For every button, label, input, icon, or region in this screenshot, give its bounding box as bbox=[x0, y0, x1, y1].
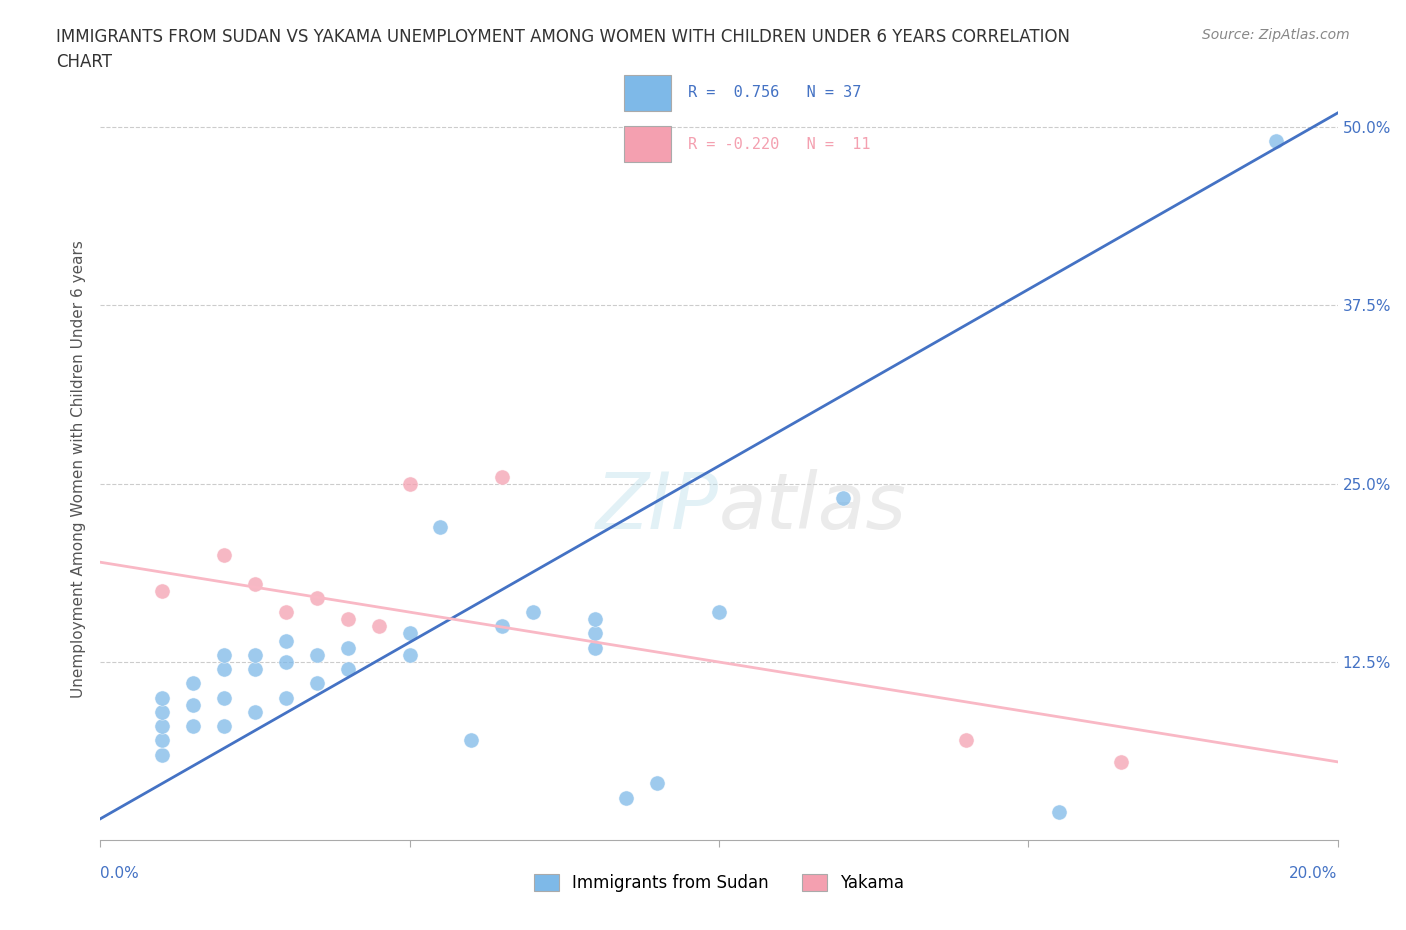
Point bbox=[491, 469, 513, 484]
Text: 0.0%: 0.0% bbox=[100, 866, 139, 882]
Point bbox=[212, 662, 235, 677]
Point bbox=[274, 655, 297, 670]
Point bbox=[243, 662, 266, 677]
Text: IMMIGRANTS FROM SUDAN VS YAKAMA UNEMPLOYMENT AMONG WOMEN WITH CHILDREN UNDER 6 Y: IMMIGRANTS FROM SUDAN VS YAKAMA UNEMPLOY… bbox=[56, 28, 1070, 71]
Y-axis label: Unemployment Among Women with Children Under 6 years: Unemployment Among Women with Children U… bbox=[72, 241, 86, 698]
Point bbox=[150, 719, 173, 734]
Point bbox=[274, 690, 297, 705]
Point bbox=[460, 733, 482, 748]
Point bbox=[243, 647, 266, 662]
Point bbox=[150, 733, 173, 748]
Point bbox=[305, 647, 328, 662]
Point bbox=[181, 719, 204, 734]
Point bbox=[398, 647, 420, 662]
Point bbox=[398, 626, 420, 641]
Point bbox=[491, 619, 513, 634]
Point bbox=[645, 776, 668, 790]
Point bbox=[305, 591, 328, 605]
Legend: Immigrants from Sudan, Yakama: Immigrants from Sudan, Yakama bbox=[527, 867, 911, 898]
FancyBboxPatch shape bbox=[624, 74, 671, 111]
Point bbox=[212, 719, 235, 734]
FancyBboxPatch shape bbox=[624, 126, 671, 163]
Point bbox=[583, 626, 606, 641]
Text: R = -0.220   N =  11: R = -0.220 N = 11 bbox=[688, 137, 870, 152]
Point bbox=[150, 748, 173, 763]
Point bbox=[1047, 804, 1070, 819]
Point bbox=[336, 662, 359, 677]
Point bbox=[181, 698, 204, 712]
Point bbox=[305, 676, 328, 691]
Text: R =  0.756   N = 37: R = 0.756 N = 37 bbox=[688, 86, 860, 100]
Text: ZIP: ZIP bbox=[596, 469, 718, 545]
Point bbox=[212, 548, 235, 563]
Point bbox=[243, 705, 266, 720]
Point bbox=[367, 619, 389, 634]
Text: atlas: atlas bbox=[718, 469, 907, 545]
Point bbox=[429, 519, 451, 534]
Point bbox=[150, 705, 173, 720]
Point bbox=[336, 641, 359, 656]
Point bbox=[583, 612, 606, 627]
Point bbox=[274, 633, 297, 648]
Point bbox=[212, 647, 235, 662]
Point bbox=[955, 733, 977, 748]
Text: Source: ZipAtlas.com: Source: ZipAtlas.com bbox=[1202, 28, 1350, 42]
Point bbox=[707, 604, 730, 619]
Point bbox=[243, 577, 266, 591]
Point bbox=[274, 604, 297, 619]
Point bbox=[522, 604, 544, 619]
Point bbox=[831, 490, 853, 505]
Point bbox=[614, 790, 637, 805]
Point bbox=[150, 690, 173, 705]
Text: 20.0%: 20.0% bbox=[1289, 866, 1337, 882]
Point bbox=[583, 641, 606, 656]
Point bbox=[336, 612, 359, 627]
Point bbox=[1109, 754, 1132, 769]
Point bbox=[398, 476, 420, 491]
Point bbox=[1264, 134, 1286, 149]
Point bbox=[150, 583, 173, 598]
Point bbox=[181, 676, 204, 691]
Point bbox=[212, 690, 235, 705]
